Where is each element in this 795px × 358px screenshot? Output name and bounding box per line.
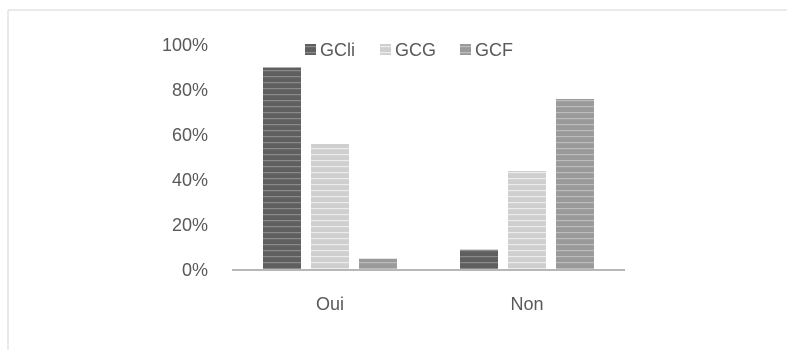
legend-label-gcli: GCli [320, 40, 355, 60]
x-axis-categories: Oui Non [316, 294, 544, 314]
x-category-label: Oui [316, 294, 344, 314]
bar-gcli-oui [263, 67, 301, 270]
legend-label-gcf: GCF [475, 40, 513, 60]
legend-swatch-gcli [305, 44, 316, 55]
legend-swatch-gcf [460, 44, 471, 55]
y-tick-label: 20% [172, 215, 208, 235]
legend: GCli GCG GCF [305, 40, 513, 60]
y-tick-label: 0% [182, 260, 208, 280]
bar-gcg-oui [311, 144, 349, 270]
y-tick-label: 40% [172, 170, 208, 190]
bars-group [263, 67, 594, 270]
y-tick-label: 60% [172, 125, 208, 145]
legend-swatch-gcg [380, 44, 391, 55]
bar-gcf-oui [359, 258, 397, 270]
y-tick-label: 100% [162, 35, 208, 55]
y-tick-label: 80% [172, 80, 208, 100]
bar-gcli-non [460, 249, 498, 270]
x-category-label: Non [510, 294, 543, 314]
legend-label-gcg: GCG [395, 40, 436, 60]
y-axis-ticks: 0% 20% 40% 60% 80% 100% [162, 35, 208, 280]
bar-gcg-non [508, 171, 546, 270]
bar-gcf-non [556, 99, 594, 270]
